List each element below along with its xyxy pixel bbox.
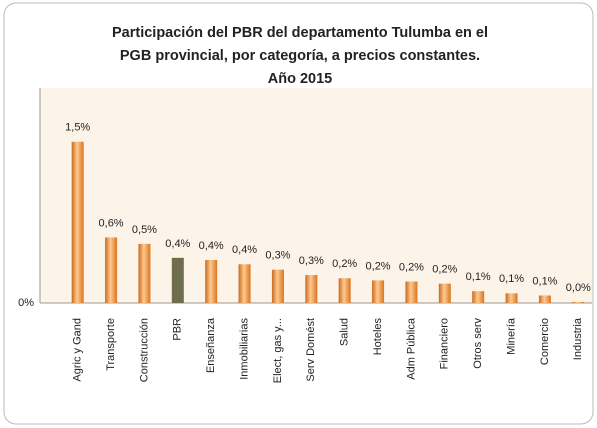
bar bbox=[238, 264, 251, 303]
bar bbox=[138, 243, 151, 303]
x-tick-label: Financiero bbox=[439, 318, 451, 369]
value-label: 0,2% bbox=[366, 260, 391, 272]
bar bbox=[271, 269, 284, 303]
bar bbox=[71, 141, 84, 303]
x-tick-label: Salud bbox=[339, 318, 351, 346]
x-tick-label: Comercio bbox=[539, 318, 551, 365]
bar bbox=[572, 301, 585, 303]
value-label: 0,4% bbox=[232, 244, 257, 256]
bar bbox=[205, 260, 218, 303]
value-label: 0,6% bbox=[99, 217, 124, 229]
value-label: 0,1% bbox=[466, 271, 491, 283]
value-label: 0,1% bbox=[499, 273, 524, 285]
bar bbox=[472, 291, 485, 303]
x-tick-label: Enseñanza bbox=[205, 317, 217, 373]
value-label: 0,2% bbox=[332, 258, 357, 270]
value-label: 0,4% bbox=[199, 240, 224, 252]
value-label: 0,5% bbox=[132, 224, 157, 236]
bar bbox=[305, 275, 318, 303]
bar bbox=[505, 293, 518, 303]
value-label: 1,5% bbox=[65, 122, 90, 134]
plot-area bbox=[40, 88, 592, 303]
bar bbox=[105, 237, 118, 303]
x-tick-label: Transporte bbox=[105, 318, 117, 371]
value-label: 0,0% bbox=[566, 282, 591, 294]
x-tick-label: Inmobiliarias bbox=[238, 318, 250, 380]
chart-title: Año 2015 bbox=[268, 71, 332, 87]
bar bbox=[372, 280, 385, 303]
x-tick-label: Agric y Gand bbox=[72, 318, 84, 382]
x-tick-label: Otros serv bbox=[472, 318, 484, 369]
value-label: 0,2% bbox=[399, 261, 424, 273]
x-tick-label: PBR bbox=[172, 318, 184, 341]
x-tick-label: Minería bbox=[505, 317, 517, 355]
value-label: 0,2% bbox=[432, 264, 457, 276]
x-tick-label: Industria bbox=[572, 317, 584, 360]
value-label: 0,3% bbox=[265, 250, 290, 262]
bar bbox=[171, 257, 184, 303]
bar bbox=[338, 278, 351, 303]
bar bbox=[438, 283, 451, 303]
bar bbox=[405, 281, 418, 303]
value-label: 0,4% bbox=[165, 238, 190, 250]
chart-title: PGB provincial, por categoría, a precios… bbox=[120, 48, 480, 64]
x-tick-label: Elect, gas y... bbox=[272, 318, 284, 383]
x-tick-label: Serv Domést bbox=[305, 318, 317, 382]
value-label: 0,3% bbox=[299, 255, 324, 267]
x-tick-label: Construcción bbox=[138, 318, 150, 382]
x-tick-label: Hoteles bbox=[372, 318, 384, 356]
bar bbox=[538, 295, 551, 303]
x-tick-label: Adm Pública bbox=[405, 317, 417, 380]
chart-title: Participación del PBR del departamento T… bbox=[112, 25, 488, 41]
value-label: 0,1% bbox=[532, 275, 557, 287]
y-tick-label: 0% bbox=[18, 297, 34, 309]
